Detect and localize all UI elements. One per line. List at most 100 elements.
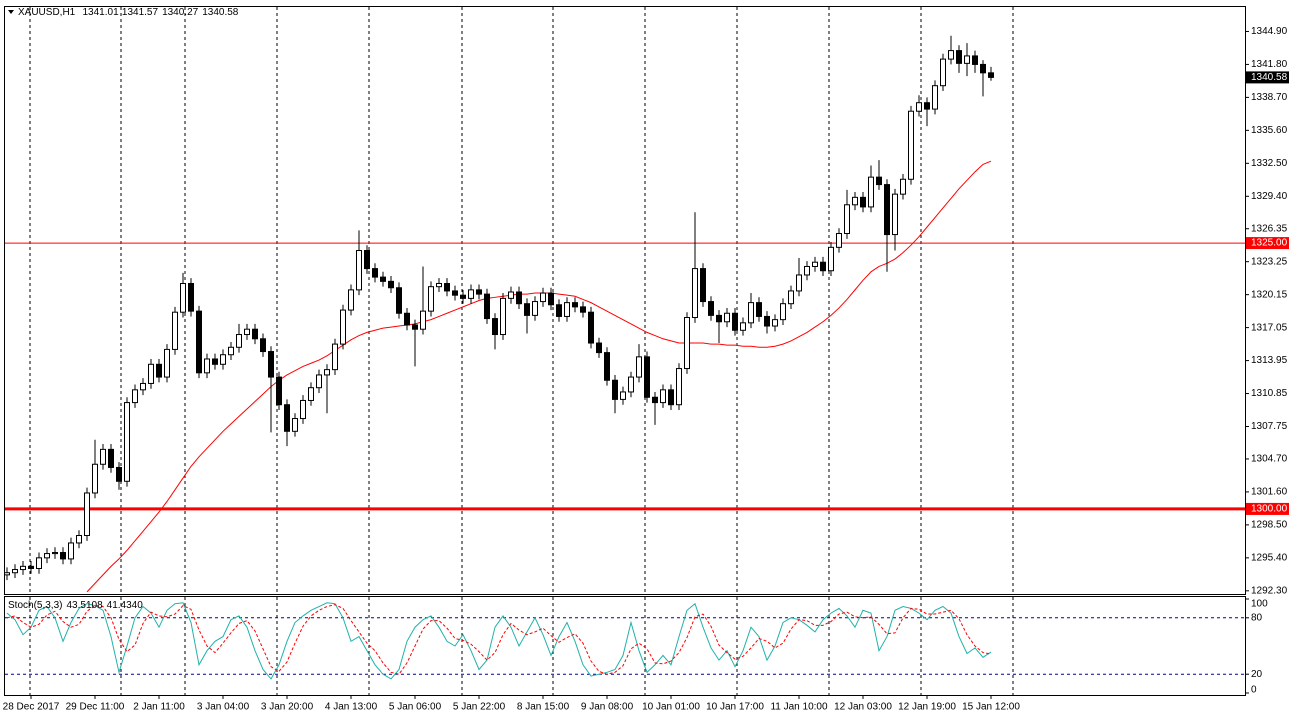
x-tick-label: 11 Jan 10:00 <box>770 702 828 713</box>
y-tick-label: 1326.35 <box>1251 223 1288 234</box>
stoch-line <box>6 602 992 680</box>
candle-body <box>924 102 930 110</box>
stoch-reading: 43.5108 <box>66 600 103 611</box>
x-tick-label: 29 Dec 11:00 <box>66 702 125 713</box>
candle-body <box>980 63 986 74</box>
candle-body <box>428 286 434 312</box>
x-tick-label: 28 Dec 2017 <box>3 702 60 713</box>
candle-body <box>556 304 562 317</box>
candle-body <box>692 268 698 319</box>
y-tick-label: 1295.40 <box>1251 552 1288 563</box>
candle-body <box>284 404 290 432</box>
candle-body <box>68 542 74 560</box>
candle-body <box>684 317 690 370</box>
stoch-line <box>6 604 992 675</box>
candle-body <box>628 376 634 393</box>
candle-body <box>340 309 346 345</box>
candle-body <box>188 282 194 312</box>
candle-body <box>972 55 978 65</box>
candle-body <box>660 389 666 404</box>
quote: 1340.27 <box>162 7 199 18</box>
candle-body <box>748 302 754 324</box>
candle-body <box>956 50 962 64</box>
candle-body <box>460 294 466 299</box>
candle-body <box>908 110 914 180</box>
candle-body <box>812 261 818 267</box>
candle-body <box>148 363 154 384</box>
x-tick-label: 2 Jan 11:00 <box>133 702 185 713</box>
candle-body <box>796 274 802 292</box>
x-tick-label: 8 Jan 15:00 <box>517 702 570 713</box>
candle-body <box>76 535 82 544</box>
candle-body <box>100 448 106 465</box>
candle-body <box>12 569 18 574</box>
y-tick-label: 1344.90 <box>1251 26 1288 37</box>
candle-body <box>828 246 834 272</box>
candle-body <box>868 176 874 208</box>
y-tick-label: 1310.85 <box>1251 388 1288 399</box>
main-pane <box>4 6 1246 595</box>
candle-body <box>916 102 922 112</box>
candle-body <box>572 302 578 308</box>
candle-body <box>836 233 842 248</box>
candle-body <box>588 311 594 344</box>
level-label: 1300.00 <box>1251 504 1288 515</box>
candle-body <box>20 565 26 571</box>
candle-body <box>676 368 682 406</box>
symbol: XAUUSD,H1 <box>18 7 76 18</box>
candle-body <box>940 58 946 87</box>
price-label: 1340.58 <box>1251 72 1288 83</box>
moving-average <box>86 160 992 593</box>
candle-body <box>364 250 370 270</box>
candle-body <box>964 55 970 64</box>
candle-body <box>716 314 722 323</box>
candle-body <box>452 290 458 296</box>
candle-body <box>324 369 330 376</box>
y-tick-label: 1320.15 <box>1251 289 1288 300</box>
candle-body <box>492 318 498 336</box>
candle-body <box>332 343 338 371</box>
candle-body <box>732 312 738 331</box>
candle-body <box>212 358 218 365</box>
candle-body <box>932 85 938 110</box>
candle-body <box>60 552 66 560</box>
candle-body <box>388 280 394 289</box>
candle-body <box>420 310 426 330</box>
x-tick-label: 12 Jan 19:00 <box>898 702 956 713</box>
quote: 1340.58 <box>202 7 239 18</box>
candle-body <box>860 196 866 208</box>
level-label-box <box>1246 502 1289 515</box>
candle-body <box>348 289 354 311</box>
candle-body <box>948 50 954 60</box>
candle-body <box>92 463 98 494</box>
candle-body <box>524 303 530 316</box>
candle-body <box>316 374 322 389</box>
x-tick-label: 10 Jan 01:00 <box>642 702 700 713</box>
candle-body <box>772 319 778 327</box>
candle-body <box>396 287 402 314</box>
y-tick-label: 1329.40 <box>1251 191 1288 202</box>
candle-body <box>308 387 314 401</box>
menu-arrow[interactable] <box>8 10 14 14</box>
candle-body <box>708 301 714 316</box>
candle-body <box>620 391 626 400</box>
candle-body <box>604 352 610 381</box>
candle-body <box>244 328 250 336</box>
candle-body <box>788 290 794 305</box>
candle-body <box>84 492 90 537</box>
x-tick-label: 3 Jan 20:00 <box>261 702 314 713</box>
candle-body <box>412 324 418 330</box>
y-tick-label: 1301.60 <box>1251 487 1288 498</box>
candle-body <box>820 261 826 272</box>
level-label-box <box>1246 237 1289 250</box>
quote: 1341.01 <box>83 7 120 18</box>
candle-body <box>852 196 858 206</box>
candle-body <box>132 389 138 404</box>
candle-body <box>276 376 282 406</box>
candle-body <box>372 268 378 278</box>
candle-body <box>252 328 258 340</box>
candle-body <box>380 276 386 282</box>
